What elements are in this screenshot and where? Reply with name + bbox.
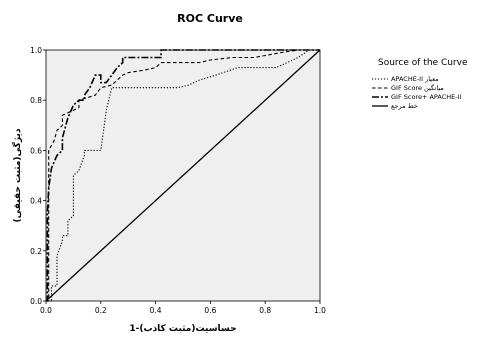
series-line-dotted [46,49,320,302]
x-tick-label: 0.2 [95,306,107,315]
x-tick-label: 0.6 [204,306,216,315]
y-tick-label: 0.0 [30,297,42,306]
legend-label: خط مرجع [391,101,418,110]
x-tick-label: 0.0 [40,306,52,315]
x-tick-label: 0.4 [150,306,162,315]
legend-swatch [372,86,388,89]
y-tick-label: 0.6 [30,146,42,155]
x-tick-label: 1.0 [314,306,326,315]
legend-swatch [372,104,388,107]
legend-label: APACHE-II معیار [391,74,439,83]
legend-item: خط مرجع [372,101,486,110]
axis-ticks: 0.0 0.2 0.4 0.6 0.8 1.0 0.0 0.2 0.4 0.6 0.8 1.0 [30,46,326,315]
legend-label: GIF Score میانگین [391,83,444,92]
y-tick-label: 0.4 [30,197,42,206]
series-line-dashed [46,49,320,302]
series-line-dash-dot [46,49,320,302]
x-axis-label: 1-حساسیت(مثبت کاذب) [129,324,236,334]
chart-title: ROC Curve [177,12,243,25]
legend-swatch [372,95,388,98]
y-tick-label: 0.8 [30,96,42,105]
series-layer [45,49,321,302]
legend-swatch [372,77,388,80]
y-tick-label: 1.0 [30,46,42,55]
legend-item: APACHE-II معیار [372,74,486,83]
y-tick-label: 0.2 [30,247,42,256]
x-tick-label: 0.8 [259,306,271,315]
legend-title: Source of the Curve [378,58,468,68]
legend-item: GIF Score میانگین [372,83,486,92]
y-axis-label: دیژگی(مثبت حقیقی) [11,128,23,222]
legend-label: GIF Score+ APACHE-II [391,92,462,101]
legend: Source of the Curve APACHE-II معیار GIF S… [372,58,486,110]
legend-item: GIF Score+ APACHE-II [372,92,486,101]
series-line-solid [45,49,321,302]
